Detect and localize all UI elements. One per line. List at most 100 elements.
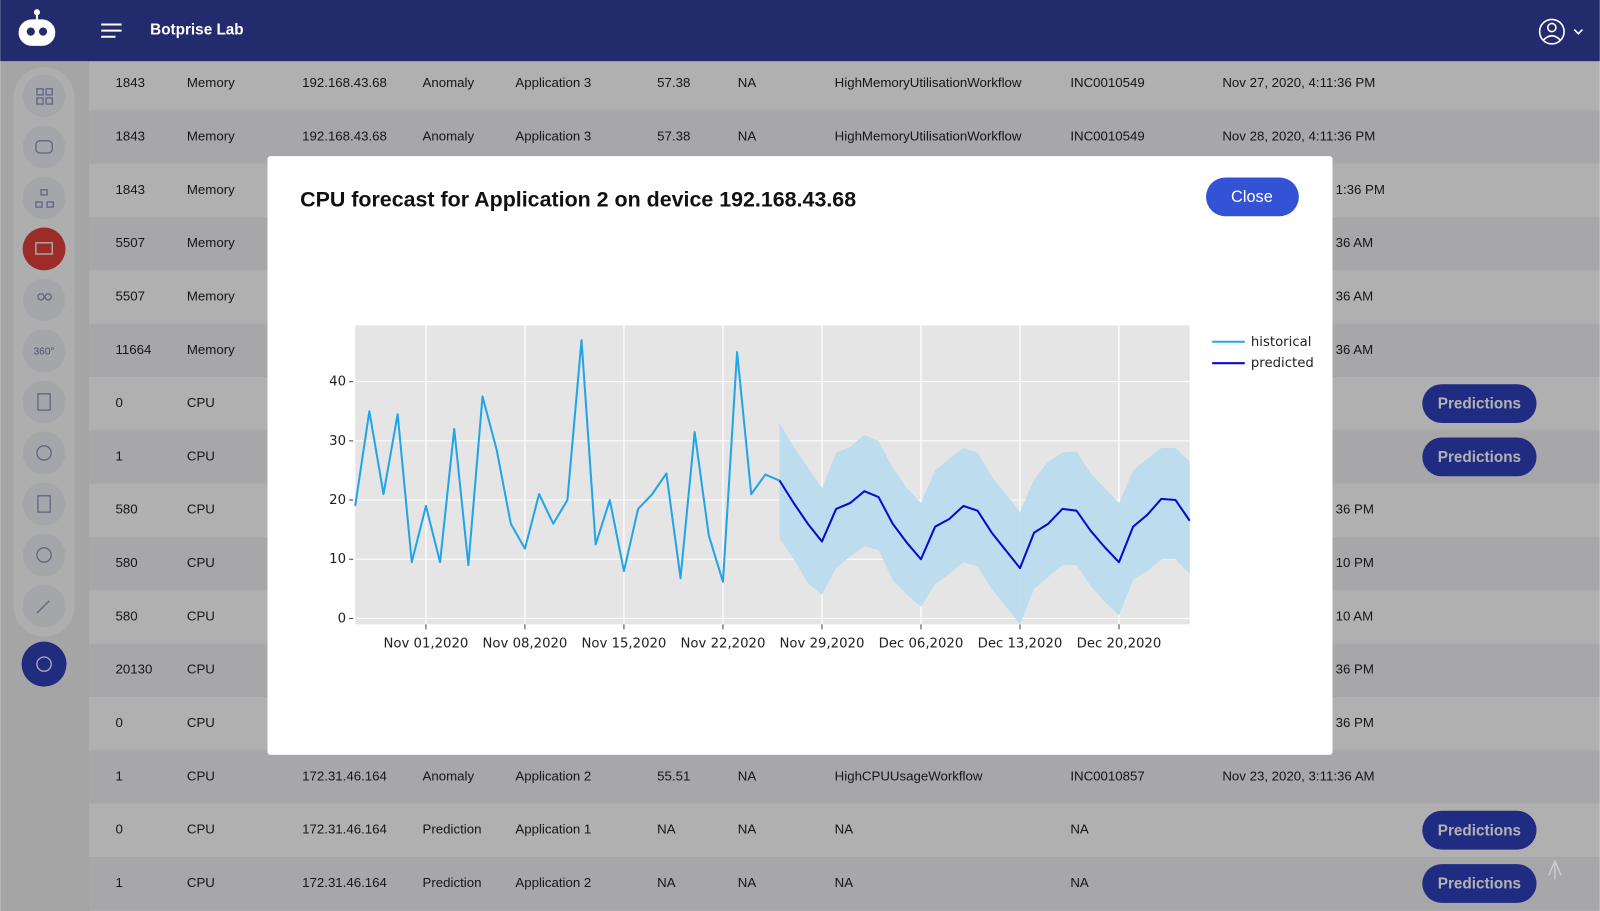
table-row (88, 110, 1600, 164)
table-cell: 11664 (115, 342, 151, 357)
table-cell: Nov 27, 2020, 4:11:36 PM (1222, 75, 1375, 90)
table-cell: Prediction (423, 822, 482, 837)
table-cell: Nov 23, 2020, 3:11:36 AM (1222, 768, 1374, 783)
table-cell: 1843 (115, 182, 144, 197)
menu-button[interactable] (101, 23, 122, 38)
table-cell: 1843 (115, 75, 144, 90)
predictions-label[interactable]: Predictions (1438, 449, 1521, 466)
table-cell: NA (657, 822, 676, 837)
chart: 0 10 20 30 40 Nov 01,2020 Nov 08,2020 Nov 15,20… (329, 325, 1314, 652)
table-cell: Anomaly (423, 75, 475, 90)
scroll-top[interactable] (1548, 859, 1562, 880)
series-line (354, 339, 780, 583)
x-tick-label: Dec 06,2020 (879, 637, 964, 652)
table-cell: Nov 28, 2020, 4:11:36 PM (1222, 128, 1375, 143)
close-label[interactable]: Close (1231, 188, 1273, 206)
table-cell: Memory (187, 288, 235, 303)
table-cell: CPU (187, 875, 215, 890)
table-cell: Application 1 (515, 822, 591, 837)
table-cell: CPU (187, 662, 215, 677)
table-cell: CPU (187, 555, 215, 570)
table-cell: NA (1070, 875, 1089, 890)
close-button[interactable] (1206, 177, 1299, 217)
table-cell: 172.31.46.164 (302, 822, 387, 837)
table-cell: CPU (187, 502, 215, 517)
y-tick-label: 20 (329, 493, 346, 508)
table-cell: 36 PM (1336, 715, 1374, 730)
sidebar-label: 360° (34, 347, 55, 358)
predictions-label[interactable]: Predictions (1438, 822, 1521, 839)
header-title: Botprise Lab (150, 22, 244, 39)
table-cell: 580 (115, 608, 137, 623)
predictions-button[interactable] (1422, 864, 1537, 903)
x-tick-label: Nov 22,2020 (681, 637, 766, 652)
x-tick-label: Dec 20,2020 (1077, 637, 1162, 652)
table-cell: 57.38 (657, 128, 690, 143)
table-cell: 5507 (115, 288, 144, 303)
table-cell: 5507 (115, 235, 144, 250)
table-cell: INC0010857 (1070, 768, 1144, 783)
table-cell: NA (738, 75, 757, 90)
table-cell: 0 (115, 715, 122, 730)
table-cell: CPU (187, 715, 215, 730)
confidence-band (779, 423, 1190, 625)
x-tick-label: Nov 15,2020 (582, 637, 667, 652)
table-cell: 55.51 (657, 768, 690, 783)
table-cell: Anomaly (423, 768, 475, 783)
predictions-button[interactable] (1422, 810, 1537, 850)
table-cell: Application 3 (515, 128, 591, 143)
table-cell: CPU (187, 608, 215, 623)
header (0, 0, 1600, 62)
modal-title: CPU forecast for Application 2 on device… (300, 188, 856, 212)
predictions-button[interactable] (1422, 384, 1537, 423)
table-cell: CPU (187, 448, 215, 463)
table-cell: 36 AM (1336, 288, 1374, 303)
table-cell: Application 3 (515, 75, 591, 90)
table-row (88, 803, 1600, 858)
table-cell: 0 (115, 395, 122, 410)
x-tick-label: Nov 08,2020 (483, 637, 568, 652)
legend-label: predicted (1251, 356, 1314, 371)
predictions-label[interactable]: Predictions (1438, 876, 1521, 893)
logo (18, 9, 56, 46)
table-cell: Memory (187, 342, 235, 357)
table-cell: NA (835, 822, 854, 837)
table-cell: 192.168.43.68 (302, 75, 387, 90)
y-tick-label: 30 (329, 434, 346, 449)
table-cell: HighMemoryUtilisationWorkflow (835, 128, 1022, 143)
table-cell: INC0010549 (1070, 128, 1144, 143)
table-cell: NA (738, 875, 757, 890)
table-cell: Anomaly (423, 128, 475, 143)
table-cell: NA (1070, 822, 1089, 837)
table-cell: 172.31.46.164 (302, 768, 387, 783)
y-tick-label: 10 (329, 552, 346, 567)
table-cell: 36 AM (1336, 235, 1374, 250)
table-cell: 20130 (115, 662, 152, 677)
x-tick-label: Nov 29,2020 (780, 637, 865, 652)
y-tick-label: 40 (329, 375, 346, 390)
table-cell: Memory (187, 182, 235, 197)
table-cell: 1:36 PM (1336, 182, 1385, 197)
user-menu[interactable] (1538, 18, 1584, 45)
table-cell: CPU (187, 822, 215, 837)
legend-label: historical (1251, 335, 1312, 350)
table-cell: NA (835, 875, 854, 890)
x-tick-label: Nov 01,2020 (383, 637, 468, 652)
table-cell: 10 PM (1336, 555, 1374, 570)
table-cell: 1843 (115, 128, 144, 143)
table-cell: HighMemoryUtilisationWorkflow (835, 75, 1022, 90)
predictions-button[interactable] (1422, 437, 1537, 477)
table-cell: 10 AM (1336, 608, 1374, 623)
table-cell: NA (738, 128, 757, 143)
table-cell: NA (738, 822, 757, 837)
x-tick-label: Dec 13,2020 (978, 637, 1063, 652)
table-row (88, 750, 1600, 804)
table-cell: 192.168.43.68 (302, 128, 387, 143)
table-cell: 580 (115, 555, 137, 570)
table-row (88, 856, 1600, 911)
table-cell: Memory (187, 235, 235, 250)
table-cell: 36 AM (1336, 342, 1374, 357)
predictions-label[interactable]: Predictions (1438, 396, 1521, 413)
